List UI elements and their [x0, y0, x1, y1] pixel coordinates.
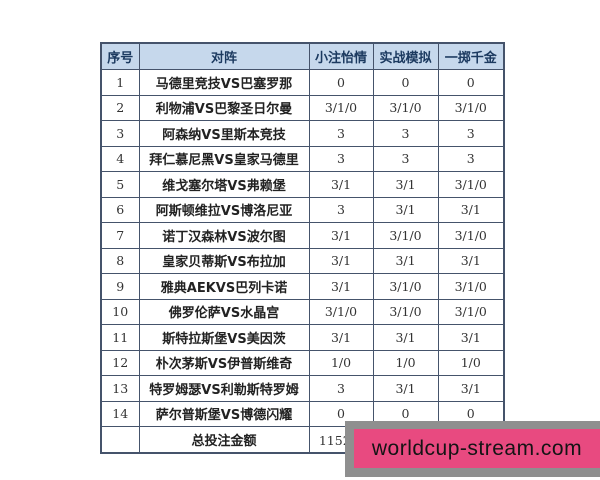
match-cell: 维戈塞尔塔VS弗赖堡	[138, 171, 310, 198]
match-cell: 皇家贝蒂斯VS布拉加	[138, 247, 310, 274]
serial-cell: 11	[100, 324, 140, 351]
total-label-cell: 总投注金额	[138, 426, 310, 453]
value-cell: 3/1	[308, 247, 374, 274]
value-cell: 3/1	[372, 375, 439, 402]
value-cell: 3/1/0	[437, 171, 505, 198]
value-cell: 3/1	[437, 324, 505, 351]
serial-cell: 3	[100, 120, 140, 147]
table-row: 6 阿斯顿维拉VS博洛尼亚 3 3/1 3/1	[100, 196, 505, 223]
value-cell: 3/1/0	[437, 273, 505, 300]
value-cell: 3/1/0	[372, 273, 439, 300]
watermark: worldcup-stream.com	[354, 429, 600, 468]
table-row: 10 佛罗伦萨VS水晶宫 3/1/0 3/1/0 3/1/0	[100, 298, 505, 325]
value-cell: 1/0	[308, 349, 374, 376]
match-cell: 佛罗伦萨VS水晶宫	[138, 298, 310, 325]
column-header-simulation: 实战模拟	[372, 42, 439, 70]
table-row: 11 斯特拉斯堡VS美因茨 3/1 3/1 3/1	[100, 324, 505, 351]
value-cell: 3/1/0	[372, 94, 439, 121]
watermark-text: worldcup-stream.com	[371, 436, 583, 460]
bet-table: 序号 对阵 小注怡情 实战模拟 一掷千金 1 马德里竞技VS巴塞罗那 0 0 0…	[100, 42, 505, 454]
value-cell: 3/1	[372, 324, 439, 351]
value-cell: 3/1/0	[437, 94, 505, 121]
table-row: 7 诺丁汉森林VS波尔图 3/1 3/1/0 3/1/0	[100, 222, 505, 249]
value-cell: 3/1	[372, 196, 439, 223]
serial-cell: 5	[100, 171, 140, 198]
serial-cell: 9	[100, 273, 140, 300]
value-cell: 3/1	[437, 196, 505, 223]
column-header-big-bet: 一掷千金	[437, 42, 505, 70]
value-cell: 3/1/0	[372, 298, 439, 325]
table-row: 1 马德里竞技VS巴塞罗那 0 0 0	[100, 69, 505, 96]
value-cell: 3/1/0	[308, 94, 374, 121]
value-cell: 0	[372, 69, 439, 96]
value-cell: 1/0	[372, 349, 439, 376]
serial-cell: 12	[100, 349, 140, 376]
value-cell: 3/1	[308, 171, 374, 198]
serial-cell: 14	[100, 400, 140, 427]
value-cell: 0	[437, 69, 505, 96]
table-row: 5 维戈塞尔塔VS弗赖堡 3/1 3/1 3/1/0	[100, 171, 505, 198]
match-cell: 阿斯顿维拉VS博洛尼亚	[138, 196, 310, 223]
value-cell: 3/1	[308, 324, 374, 351]
table-row: 9 雅典AEKVS巴列卡诺 3/1 3/1/0 3/1/0	[100, 273, 505, 300]
table-row: 8 皇家贝蒂斯VS布拉加 3/1 3/1 3/1	[100, 247, 505, 274]
value-cell: 3	[372, 145, 439, 172]
match-cell: 特罗姆瑟VS利勒斯特罗姆	[138, 375, 310, 402]
column-header-serial: 序号	[100, 42, 140, 70]
table-row: 3 阿森纳VS里斯本竞技 3 3 3	[100, 120, 505, 147]
column-header-small-bet: 小注怡情	[308, 42, 374, 70]
value-cell: 3	[437, 120, 505, 147]
match-cell: 马德里竞技VS巴塞罗那	[138, 69, 310, 96]
value-cell: 3/1/0	[437, 298, 505, 325]
value-cell: 3/1/0	[372, 222, 439, 249]
table-row: 2 利物浦VS巴黎圣日尔曼 3/1/0 3/1/0 3/1/0	[100, 94, 505, 121]
match-cell: 斯特拉斯堡VS美因茨	[138, 324, 310, 351]
value-cell: 3/1/0	[308, 298, 374, 325]
table-row: 4 拜仁慕尼黑VS皇家马德里 3 3 3	[100, 145, 505, 172]
serial-cell: 2	[100, 94, 140, 121]
value-cell: 3	[308, 145, 374, 172]
value-cell: 3/1	[437, 247, 505, 274]
value-cell: 3	[372, 120, 439, 147]
serial-cell: 6	[100, 196, 140, 223]
value-cell: 3/1	[437, 375, 505, 402]
serial-cell: 1	[100, 69, 140, 96]
value-cell: 3/1	[372, 247, 439, 274]
value-cell: 1/0	[437, 349, 505, 376]
match-cell: 朴次茅斯VS伊普斯维奇	[138, 349, 310, 376]
value-cell: 3/1	[308, 222, 374, 249]
match-cell: 利物浦VS巴黎圣日尔曼	[138, 94, 310, 121]
header-row: 序号 对阵 小注怡情 实战模拟 一掷千金	[100, 42, 505, 70]
table-row: 12 朴次茅斯VS伊普斯维奇 1/0 1/0 1/0	[100, 349, 505, 376]
serial-cell: 13	[100, 375, 140, 402]
value-cell: 3	[308, 120, 374, 147]
match-cell: 拜仁慕尼黑VS皇家马德里	[138, 145, 310, 172]
serial-cell	[100, 426, 140, 453]
serial-cell: 4	[100, 145, 140, 172]
serial-cell: 10	[100, 298, 140, 325]
value-cell: 0	[308, 69, 374, 96]
match-cell: 阿森纳VS里斯本竞技	[138, 120, 310, 147]
match-cell: 诺丁汉森林VS波尔图	[138, 222, 310, 249]
value-cell: 3	[437, 145, 505, 172]
value-cell: 3	[308, 196, 374, 223]
match-cell: 萨尔普斯堡VS博德闪耀	[138, 400, 310, 427]
serial-cell: 8	[100, 247, 140, 274]
value-cell: 3/1/0	[437, 222, 505, 249]
serial-cell: 7	[100, 222, 140, 249]
value-cell: 3/1	[372, 171, 439, 198]
column-header-match: 对阵	[138, 42, 310, 70]
value-cell: 3/1	[308, 273, 374, 300]
table-row: 13 特罗姆瑟VS利勒斯特罗姆 3 3/1 3/1	[100, 375, 505, 402]
value-cell: 3	[308, 375, 374, 402]
match-cell: 雅典AEKVS巴列卡诺	[138, 273, 310, 300]
